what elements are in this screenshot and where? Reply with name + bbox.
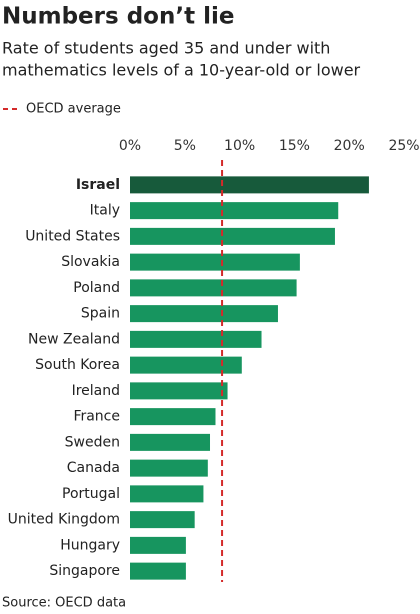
- y-tick-label: Singapore: [49, 563, 120, 579]
- y-tick-label: Poland: [73, 280, 120, 296]
- y-tick-label: Canada: [67, 460, 120, 476]
- bar: [130, 202, 339, 220]
- bar: [130, 562, 186, 580]
- y-tick-label: Ireland: [72, 383, 120, 399]
- bar: [130, 433, 211, 451]
- y-tick-label: France: [73, 409, 120, 425]
- y-tick-label: Hungary: [60, 537, 120, 553]
- source: Source: OECD data: [2, 596, 126, 611]
- bar: [130, 330, 262, 348]
- y-tick-label: South Korea: [35, 357, 120, 373]
- bar: [130, 511, 195, 529]
- bar: [130, 279, 297, 297]
- x-tick-label: 20%: [334, 138, 365, 154]
- x-tick-label: 10%: [224, 138, 255, 154]
- y-tick-label: Israel: [76, 177, 120, 193]
- x-tick-label: 0%: [119, 138, 141, 154]
- y-tick-label: Slovakia: [61, 254, 120, 270]
- y-tick-label: United States: [25, 228, 120, 244]
- bar: [130, 382, 228, 400]
- chart-subtitle: mathematics levels of a 10-year-old or l…: [2, 61, 361, 80]
- bar: [130, 408, 216, 426]
- bar: [130, 536, 186, 554]
- x-tick-label: 5%: [174, 138, 196, 154]
- bar: [130, 176, 369, 194]
- y-tick-label: New Zealand: [28, 331, 120, 347]
- x-tick-label: 15%: [279, 138, 310, 154]
- x-tick-label: 25%: [388, 138, 419, 154]
- bar: [130, 459, 208, 477]
- y-tick-label: Portugal: [62, 486, 120, 502]
- y-tick-label: United Kingdom: [8, 512, 120, 528]
- chart-title: Numbers don’t lie: [2, 4, 234, 30]
- bar: [130, 485, 204, 503]
- bar: [130, 227, 335, 245]
- y-tick-label: Italy: [90, 203, 120, 219]
- bar: [130, 253, 300, 271]
- y-tick-label: Sweden: [65, 434, 120, 450]
- y-tick-label: Spain: [81, 306, 120, 322]
- bar: [130, 356, 242, 374]
- bar: [130, 305, 278, 323]
- chart-subtitle: Rate of students aged 35 and under with: [2, 39, 330, 58]
- legend-label: OECD average: [26, 102, 121, 117]
